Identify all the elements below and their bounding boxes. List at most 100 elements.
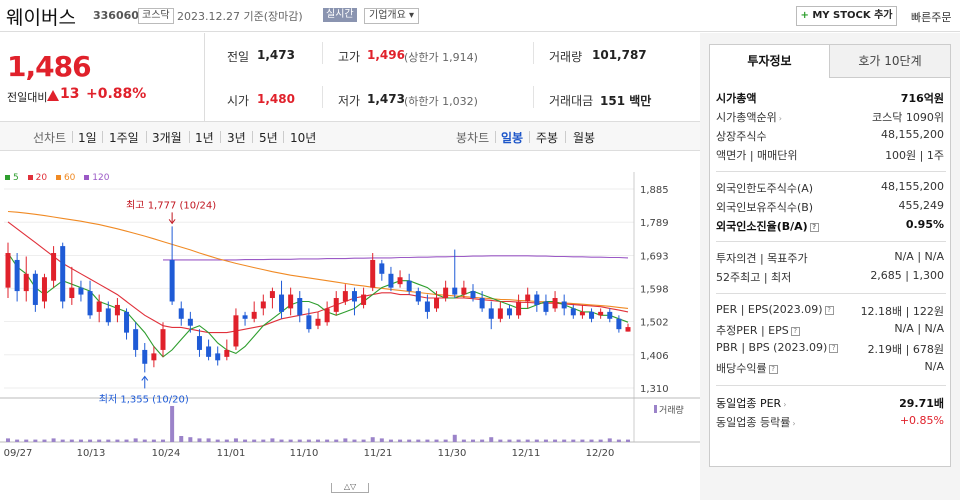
info-value-par-value: 100원 | 1주 xyxy=(885,149,944,162)
candle-body xyxy=(224,349,230,357)
quick-order-link[interactable]: 빠른주문 xyxy=(911,11,952,24)
help-icon[interactable]: ? xyxy=(809,222,819,232)
candle-body xyxy=(324,308,330,323)
volume-bar xyxy=(270,438,275,442)
info-value-opinion: N/A | N/A xyxy=(894,250,944,263)
realtime-button[interactable]: 실시간 xyxy=(323,8,357,22)
volume-bar xyxy=(534,439,539,442)
x-tick-label: 09/27 xyxy=(4,448,33,459)
candle-body xyxy=(260,301,266,309)
candle-body xyxy=(397,277,403,285)
tab-3y[interactable]: 3년 xyxy=(227,131,246,145)
company-overview-button[interactable]: 기업개요 ▾ xyxy=(364,8,419,24)
volume-bar xyxy=(69,439,74,442)
info-value-52w: 2,685 | 1,300 xyxy=(870,269,944,282)
legend-swatch-ma60 xyxy=(55,175,61,180)
prev-diff-label: 전일대비 xyxy=(7,91,48,104)
volume-bar xyxy=(243,439,248,442)
volume-bar xyxy=(115,439,120,442)
help-icon[interactable]: ? xyxy=(829,343,839,353)
lower-limit: (하한가 1,032) xyxy=(404,95,478,108)
tab-monthly-candle[interactable]: 월봉 xyxy=(573,131,596,145)
candle-body xyxy=(279,294,285,312)
tab-1w[interactable]: 1주일 xyxy=(109,131,139,145)
low-value: 1,473 xyxy=(367,92,405,106)
volume-bar xyxy=(562,439,567,442)
volume-bar xyxy=(325,439,330,442)
tab-3m[interactable]: 3개월 xyxy=(152,131,182,145)
line-chart-label[interactable]: 선차트 xyxy=(33,131,67,145)
divider xyxy=(533,86,534,108)
chart-expand-handle[interactable]: △▽ xyxy=(331,483,369,493)
tab-1d[interactable]: 1일 xyxy=(78,131,97,145)
tab-10y[interactable]: 10년 xyxy=(290,131,317,145)
candle-body xyxy=(607,311,613,319)
candle-body xyxy=(488,308,494,319)
info-label-pbr: PBR | BPS (2023.09)? xyxy=(716,341,839,354)
plus-icon: + xyxy=(800,10,809,21)
divider xyxy=(716,171,946,172)
price-chart-area[interactable]: 1,885 1,789 1,693 1,598 1,502 1,406 1,310 최고 1,… xyxy=(0,152,700,500)
info-value-sector-change: +0.85% xyxy=(899,414,944,427)
candle-body xyxy=(14,259,20,292)
volume-bar xyxy=(33,439,38,442)
volume-bar xyxy=(42,439,47,442)
volume-bar xyxy=(461,439,466,442)
volume-bar xyxy=(361,439,366,442)
tab-weekly-candle[interactable]: 주봉 xyxy=(536,131,559,145)
help-icon[interactable]: ? xyxy=(768,364,778,374)
info-value-listed-shares: 48,155,200 xyxy=(881,128,944,141)
info-value-foreign-held: 455,249 xyxy=(898,199,945,212)
candlestick-chart[interactable]: 1,885 1,789 1,693 1,598 1,502 1,406 1,310 최고 1,… xyxy=(0,152,700,500)
tab-1y[interactable]: 1년 xyxy=(195,131,214,145)
tab-daily-candle[interactable]: 일봉 xyxy=(501,131,524,145)
candle-body xyxy=(598,311,604,316)
volume-bar xyxy=(197,438,202,442)
volume-bar xyxy=(425,439,430,442)
candle-body xyxy=(124,311,130,333)
candle-body xyxy=(23,273,29,292)
volume-legend-swatch xyxy=(654,405,657,413)
candle-body xyxy=(342,291,348,302)
help-icon[interactable]: ? xyxy=(824,305,834,315)
volume-bar xyxy=(616,439,621,442)
y-tick-label: 1,885 xyxy=(640,185,669,196)
volume-legend-label: 거래량 xyxy=(659,404,684,416)
tab-orderbook-10[interactable]: 호가 10단계 xyxy=(830,45,950,78)
high-annotation: 최고 1,777 (10/24) xyxy=(126,199,216,211)
low-label: 저가 xyxy=(338,94,361,108)
volume-bar xyxy=(224,439,229,442)
volume-bar xyxy=(543,439,548,442)
volume-bar xyxy=(297,439,302,442)
volume-bar xyxy=(480,439,485,442)
volume-bar xyxy=(571,439,576,442)
x-tick-label: 11/01 xyxy=(217,448,246,459)
candle-body xyxy=(78,287,84,295)
legend-ma120: 120 xyxy=(84,173,109,183)
stock-name: 웨이버스 xyxy=(6,7,76,29)
volume-bar xyxy=(388,439,393,442)
divider xyxy=(102,131,103,143)
info-label-sector-change: 동일업종 등락률 › xyxy=(716,416,796,429)
candle-chart-label[interactable]: 봉차트 xyxy=(456,131,490,145)
quote-date: 2023.12.27 기준(장마감) xyxy=(177,10,303,23)
tab-5y[interactable]: 5년 xyxy=(259,131,278,145)
stock-header: 웨이버스 336060 코스닥 2023.12.27 기준(장마감) 실시간 기… xyxy=(0,0,960,32)
volume-bar xyxy=(6,438,10,442)
volume-bar xyxy=(78,439,83,442)
volume-bar xyxy=(179,436,184,442)
add-my-stock-button[interactable]: + MY STOCK 추가 xyxy=(796,6,897,26)
tab-investment-info[interactable]: 투자정보 xyxy=(710,45,830,78)
candle-body xyxy=(415,291,421,302)
prev-close-label: 전일 xyxy=(227,50,250,64)
candle-body xyxy=(41,277,47,302)
divider xyxy=(252,131,253,143)
candle-body xyxy=(351,291,357,302)
volume-bar xyxy=(206,438,211,442)
candle-body xyxy=(579,311,585,316)
candle-body xyxy=(206,346,212,357)
candle-body xyxy=(561,301,567,309)
help-icon[interactable]: ? xyxy=(790,326,800,336)
volume-bar xyxy=(88,439,93,442)
divider xyxy=(322,86,323,108)
